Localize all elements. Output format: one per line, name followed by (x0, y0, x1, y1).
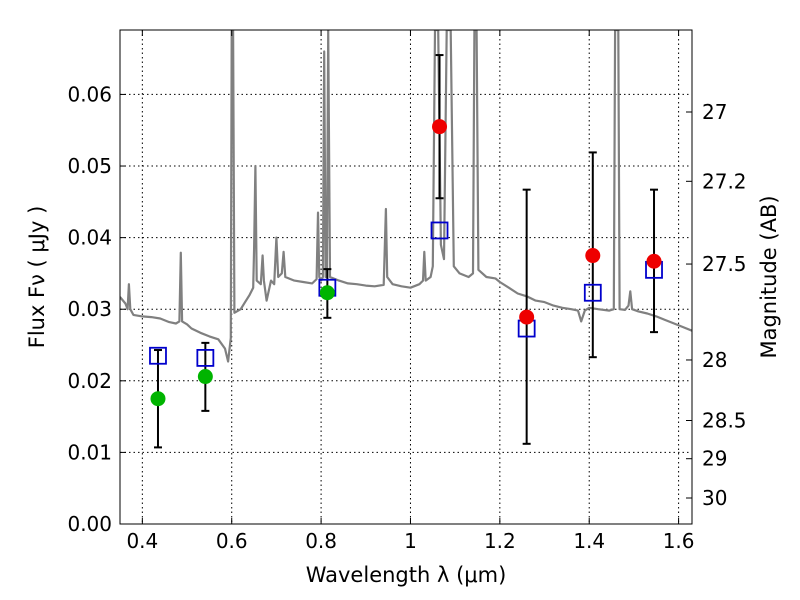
observed-flux-point (319, 285, 335, 301)
model-spectrum (120, 30, 692, 363)
right-tick-label: 27.5 (702, 252, 747, 276)
observed-flux-point (432, 119, 448, 135)
x-axis-label: Wavelength λ (μm) (306, 563, 507, 587)
right-tick-label: 27.2 (702, 169, 747, 193)
x-tick-label: 0.4 (126, 529, 158, 553)
model-flux-square (149, 346, 167, 365)
plot-frame (119, 29, 693, 525)
observed-flux-point (646, 253, 662, 269)
y-tick-label: 0.01 (67, 440, 112, 464)
model-flux-square (583, 283, 602, 302)
right-tick-label: 30 (702, 486, 727, 510)
grid-lines (120, 30, 692, 525)
observed-flux-point (197, 369, 213, 385)
y-axis-label: Flux Fν ( μJy ) (25, 206, 49, 349)
x-tick-label: 0.8 (305, 529, 337, 553)
x-tick-label: 0.6 (216, 529, 248, 553)
x-tick-label: 1.6 (663, 529, 695, 553)
right-tick-label: 29 (702, 447, 727, 471)
right-tick-label: 27 (702, 100, 727, 124)
x-tick-label: 1.4 (573, 529, 605, 553)
y-tick-label: 0.04 (67, 226, 112, 250)
y-tick-label: 0.06 (67, 82, 112, 106)
x-tick-label: 1 (404, 529, 417, 553)
observed-flux-point (585, 248, 601, 264)
data-markers (149, 54, 663, 449)
y-tick-label: 0.02 (67, 369, 112, 393)
y-tick-label: 0.03 (67, 297, 112, 321)
y-tick-label: 0.05 (67, 154, 112, 178)
observed-flux-point (519, 309, 535, 325)
model-flux-square (430, 221, 449, 240)
observed-flux-point (150, 391, 166, 407)
spectrum-line (120, 30, 692, 363)
y-tick-label: 0.00 (67, 512, 112, 536)
model-flux-square (196, 349, 215, 367)
right-axis-label: Magnitude (AB) (757, 195, 781, 358)
right-tick-label: 28.5 (702, 409, 747, 433)
x-tick-label: 1.2 (484, 529, 516, 553)
right-tick-label: 28 (702, 348, 727, 372)
axis-ticks: 0.4 0.6 0.8 1 1.2 1.4 1.6 0.00 0.01 0.02 0.03 0.04 0… (67, 30, 747, 553)
